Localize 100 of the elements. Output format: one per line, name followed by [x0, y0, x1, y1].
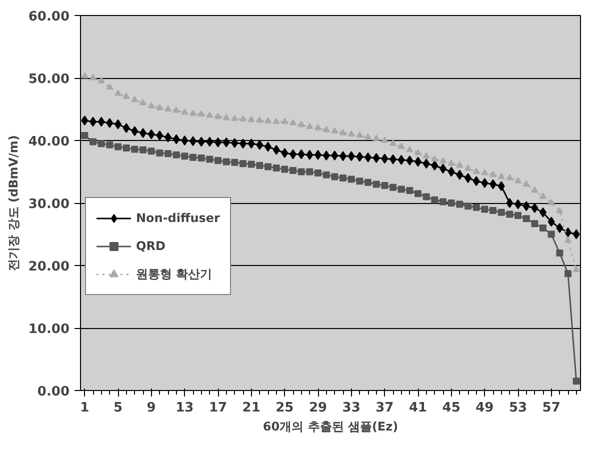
- point: [172, 151, 180, 158]
- point: [331, 150, 338, 160]
- point: [406, 146, 414, 152]
- point: [81, 116, 88, 126]
- point: [506, 174, 514, 180]
- point: [406, 187, 414, 194]
- point: [256, 162, 264, 169]
- point: [548, 199, 555, 206]
- point: [114, 90, 122, 96]
- point: [498, 208, 505, 216]
- y-tick-label: 60.00: [28, 10, 70, 24]
- point: [98, 140, 105, 148]
- point: [148, 102, 155, 108]
- point: [522, 180, 530, 186]
- point: [522, 201, 530, 212]
- point: [81, 132, 88, 139]
- point: [231, 114, 238, 121]
- point: [306, 168, 314, 176]
- point: [122, 144, 130, 152]
- point: [456, 162, 464, 168]
- x-axis-title: 60개의 추출된 샘플(Ez): [262, 420, 398, 434]
- point: [172, 106, 180, 113]
- point: [314, 170, 322, 176]
- y-tick-label: 10.00: [28, 322, 70, 337]
- point: [572, 266, 580, 272]
- point: [398, 154, 405, 165]
- point: [322, 171, 330, 178]
- point: [106, 141, 114, 148]
- point: [414, 190, 422, 198]
- point: [298, 168, 305, 176]
- point: [398, 142, 405, 149]
- point: [222, 137, 230, 148]
- point: [181, 108, 188, 115]
- point: [264, 117, 272, 124]
- point: [290, 119, 296, 126]
- point: [356, 132, 364, 138]
- point: [131, 96, 138, 102]
- point: [448, 200, 455, 206]
- legend-label: Non-diffuser: [136, 211, 220, 225]
- point: [190, 154, 196, 161]
- point: [540, 192, 546, 199]
- point: [348, 130, 355, 136]
- point: [490, 207, 496, 214]
- point: [348, 151, 355, 162]
- point: [156, 130, 164, 140]
- point: [390, 184, 396, 191]
- point: [464, 164, 472, 171]
- y-tick-label: 50.00: [28, 72, 70, 87]
- point: [106, 83, 114, 90]
- point: [140, 128, 146, 138]
- point: [214, 112, 222, 119]
- point: [140, 146, 146, 154]
- point: [464, 173, 472, 183]
- point: [540, 224, 546, 232]
- point: [448, 166, 455, 177]
- point: [181, 136, 188, 146]
- point: [306, 150, 314, 160]
- point: [248, 116, 255, 122]
- point: [90, 138, 96, 146]
- point: [514, 177, 522, 184]
- point: [422, 152, 430, 158]
- point: [372, 134, 380, 141]
- point: [256, 140, 264, 150]
- x-tick-label: 5: [113, 400, 123, 416]
- point: [498, 172, 505, 179]
- point: [422, 193, 430, 200]
- y-tick-label: 30.00: [28, 197, 70, 212]
- point: [390, 140, 396, 146]
- point: [381, 182, 388, 189]
- point: [198, 154, 205, 162]
- y-axis-title: 전기장 강도 (dBmV/m): [6, 135, 20, 271]
- point: [248, 138, 255, 149]
- x-tick-label: 49: [476, 400, 494, 416]
- point: [214, 157, 222, 164]
- point: [381, 136, 388, 143]
- point: [422, 158, 430, 169]
- point: [190, 110, 196, 116]
- point: [281, 118, 288, 124]
- point: [272, 164, 280, 172]
- point: [548, 216, 555, 227]
- point: [372, 153, 380, 163]
- point: [222, 114, 230, 120]
- legend-label: QRD: [136, 239, 166, 253]
- point: [564, 236, 572, 243]
- point: [348, 176, 355, 183]
- point: [481, 169, 488, 176]
- point: [556, 223, 564, 233]
- point: [456, 170, 464, 180]
- point: [222, 158, 230, 166]
- point: [440, 198, 446, 206]
- point: [314, 124, 322, 130]
- point: [81, 72, 88, 78]
- point: [431, 155, 438, 162]
- point: [114, 143, 122, 150]
- x-tick-label: 21: [242, 400, 260, 416]
- x-tick-label: 17: [208, 400, 228, 416]
- point: [472, 176, 480, 186]
- point: [481, 206, 488, 213]
- legend-label: 원통형 확산기: [136, 266, 212, 282]
- point: [281, 148, 288, 158]
